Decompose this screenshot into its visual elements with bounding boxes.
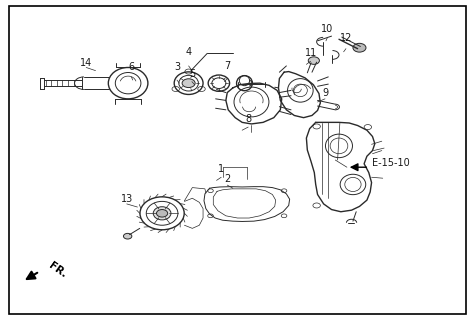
Text: FR.: FR. bbox=[47, 261, 68, 280]
Circle shape bbox=[124, 233, 132, 239]
Text: 11: 11 bbox=[304, 48, 317, 58]
Text: 1: 1 bbox=[218, 164, 224, 174]
Circle shape bbox=[353, 43, 366, 52]
Ellipse shape bbox=[153, 207, 171, 220]
Text: 2: 2 bbox=[224, 174, 230, 184]
Text: 9: 9 bbox=[322, 88, 328, 98]
Text: 7: 7 bbox=[224, 61, 230, 71]
Text: 14: 14 bbox=[80, 58, 92, 68]
Text: 10: 10 bbox=[321, 24, 333, 34]
Text: 5: 5 bbox=[189, 69, 195, 79]
Text: 8: 8 bbox=[245, 114, 251, 124]
Text: 6: 6 bbox=[128, 62, 134, 73]
Text: E-15-10: E-15-10 bbox=[372, 157, 410, 167]
Text: 4: 4 bbox=[186, 47, 192, 57]
Circle shape bbox=[182, 79, 195, 88]
Text: 12: 12 bbox=[340, 33, 352, 43]
Circle shape bbox=[308, 57, 319, 64]
Circle shape bbox=[156, 210, 168, 217]
Text: 13: 13 bbox=[121, 194, 133, 204]
Text: 3: 3 bbox=[174, 62, 180, 73]
